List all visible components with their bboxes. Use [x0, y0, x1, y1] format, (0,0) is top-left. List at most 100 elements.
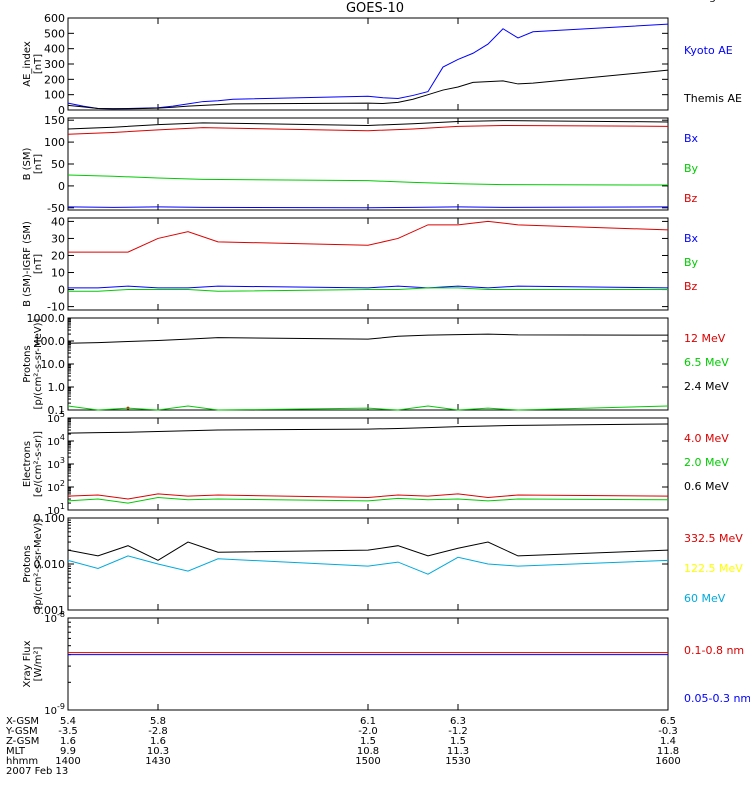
legend-1-bx: Bx	[684, 132, 699, 145]
xaxis-row-label-hhmm: hhmm	[6, 756, 38, 767]
ytick-label-2-2: 10	[51, 267, 65, 280]
legend-4-4.0-mev: 4.0 MeV	[684, 432, 729, 445]
ytick-label-0-5: 500	[44, 27, 65, 40]
legend-0-kyoto-ae: Kyoto AE	[684, 44, 733, 57]
xaxis-value-0-4: 6.5	[660, 716, 676, 727]
xaxis-row-label-x-gsm: X-GSM	[6, 716, 39, 727]
legend-3-12-mev: 12 MeV	[684, 332, 726, 345]
ytick-label-0-3: 300	[44, 58, 65, 71]
series-line-5-27-5-mev	[67, 541, 669, 561]
xaxis-value-1-2: -2.0	[358, 726, 378, 737]
xaxis-value-0-3: 6.3	[450, 716, 466, 727]
legend-2-bx: Bx	[684, 232, 699, 245]
ytick-label-1-4: 150	[44, 114, 65, 127]
legend-5-332.5-mev: 332.5 MeV	[684, 532, 743, 545]
xaxis-value-4-0: 1400	[55, 756, 80, 767]
xaxis-row-label-mlt: MLT	[6, 746, 26, 757]
series-line-1-bx	[67, 206, 669, 209]
ylabel-0: AE_index[nT]	[22, 41, 44, 87]
legend-4-0.6-mev: 0.6 MeV	[684, 480, 729, 493]
ytick-label-3-3: 100.0	[34, 335, 66, 348]
legend-0-themis-ae: Themis AE	[683, 92, 742, 105]
xaxis-value-3-0: 9.9	[60, 746, 76, 757]
ytick-label-4-3: 104	[47, 433, 65, 448]
xaxis-value-2-2: 1.5	[360, 736, 376, 747]
ytick-label-3-4: 1000.0	[27, 312, 66, 325]
xaxis-value-1-0: -3.5	[58, 726, 78, 737]
legend-1-by: By	[684, 162, 699, 175]
ylabel-3: Protons[p/(cm²-s-sr-MeV)]	[22, 318, 44, 409]
series-line-1-bmag	[67, 120, 669, 130]
xaxis-value-2-4: 1.4	[660, 736, 676, 747]
series-line-5-60-mev	[67, 555, 669, 575]
series-line-0-kyoto-ae	[67, 23, 669, 110]
ytick-label-2-3: 20	[51, 249, 65, 262]
series-line-0-themis-ae	[67, 69, 669, 110]
ytick-label-6-0: 10-9	[44, 702, 65, 717]
ytick-label-1-0: -50	[47, 202, 65, 215]
ytick-label-0-6: 600	[44, 12, 65, 25]
ytick-label-4-4: 105	[47, 410, 65, 425]
series-line-2-bz	[68, 220, 669, 253]
series-line-2-bx	[68, 285, 669, 289]
ylabel-2: B (SM)-IGRF (SM)[nT]	[22, 221, 44, 307]
legend-5-27.5-mev: 27.5 MeV	[684, 0, 736, 3]
series-line-3-2-4-mev	[67, 333, 669, 344]
xaxis-value-4-2: 1500	[355, 756, 380, 767]
panel-frame-1	[67, 117, 669, 211]
ylabel-6: Xray Flux[W/m²]	[22, 640, 44, 687]
legend-2-bz: Bz	[684, 280, 698, 293]
xaxis-value-1-1: -2.8	[148, 726, 168, 737]
legend-5-60-mev: 60 MeV	[684, 592, 726, 605]
xaxis-value-1-3: -1.2	[448, 726, 468, 737]
ytick-label-2-0: -10	[47, 301, 65, 314]
series-line-1-bz	[67, 124, 669, 135]
xaxis-date: 2007 Feb 13	[6, 766, 68, 777]
xaxis-value-2-1: 1.6	[150, 736, 166, 747]
xaxis-value-4-3: 1530	[445, 756, 470, 767]
ytick-label-5-2: 0.100	[34, 512, 66, 525]
ytick-label-5-0: 0.001	[34, 604, 66, 617]
xaxis-value-2-0: 1.6	[60, 736, 76, 747]
legend-2-by: By	[684, 256, 699, 269]
xaxis-value-0-2: 6.1	[360, 716, 376, 727]
ytick-label-0-4: 400	[44, 43, 65, 56]
legend-4-2.0-mev: 2.0 MeV	[684, 456, 729, 469]
ylabel-4: Electrons[e/(cm²-s-sr)]	[22, 431, 44, 497]
ytick-label-2-1: 0	[58, 284, 65, 297]
ylabel-1: B (SM)[nT]	[22, 147, 44, 180]
series-line-4-4-0-mev	[67, 493, 669, 500]
legend-5-122.5-mev: 122.5 MeV	[684, 562, 743, 575]
xaxis-value-4-4: 1600	[655, 756, 680, 767]
ytick-label-1-3: 100	[44, 136, 65, 149]
xaxis-value-3-4: 11.8	[657, 746, 679, 757]
ytick-label-4-1: 102	[47, 479, 65, 494]
legend-1-bz: Bz	[684, 192, 698, 205]
series-line-4-2-0-mev	[67, 496, 669, 504]
series-line-4-0-6-mev	[67, 423, 669, 434]
xaxis-value-3-2: 10.8	[357, 746, 379, 757]
panel-frame-2	[67, 217, 669, 311]
ytick-label-0-2: 200	[44, 73, 65, 86]
ytick-label-0-0: 0	[58, 104, 65, 117]
ytick-label-2-5: 40	[51, 215, 65, 228]
ytick-label-4-0: 101	[47, 502, 65, 517]
xaxis-value-3-1: 10.3	[147, 746, 169, 757]
ytick-label-1-1: 0	[58, 180, 65, 193]
xaxis-row-label-y-gsm: Y-GSM	[5, 726, 38, 737]
xaxis-value-2-3: 1.5	[450, 736, 466, 747]
ytick-label-3-2: 10.0	[41, 358, 66, 371]
legend-1-bmag: Bmag	[684, 0, 716, 3]
panel-frame-3	[67, 317, 669, 411]
series-line-2-by	[68, 287, 668, 292]
xaxis-value-1-4: -0.3	[658, 726, 678, 737]
series-line-3-6-5-mev	[67, 405, 669, 411]
xaxis-value-4-1: 1430	[145, 756, 170, 767]
ytick-label-4-2: 103	[47, 456, 65, 471]
xaxis-value-0-1: 5.8	[150, 716, 166, 727]
ytick-label-1-2: 50	[51, 158, 65, 171]
xaxis-value-3-3: 11.3	[447, 746, 469, 757]
ytick-label-2-4: 30	[51, 232, 65, 245]
ytick-label-0-1: 100	[44, 89, 65, 102]
panel-frame-6	[67, 617, 669, 711]
